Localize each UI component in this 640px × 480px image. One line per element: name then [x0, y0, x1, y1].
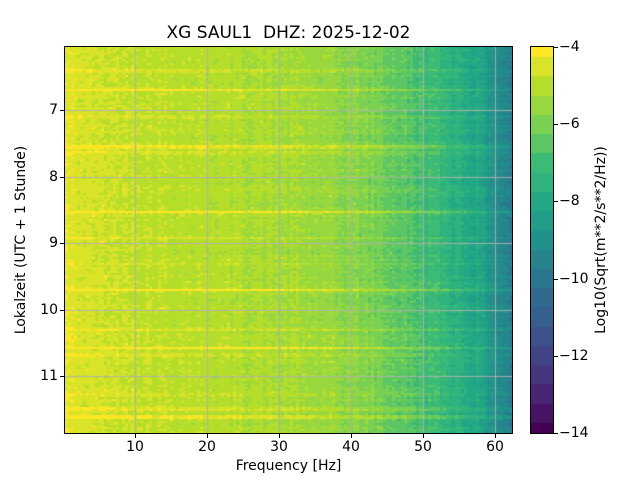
colorbar-tick-label: −8	[559, 193, 580, 209]
x-tick-mark	[207, 434, 208, 438]
x-tick-label: 40	[342, 439, 360, 455]
colorbar-tick-label: −4	[559, 39, 580, 55]
colorbar-tick-mark	[554, 356, 558, 357]
colorbar-tick-label: −14	[559, 425, 589, 441]
x-tick-mark	[495, 434, 496, 438]
y-tick-mark	[60, 177, 64, 178]
x-tick-mark	[279, 434, 280, 438]
plot-frame	[64, 46, 513, 434]
y-axis-label: Lokalzeit (UTC + 1 Stunde)	[13, 145, 29, 335]
x-axis-label: Frequency [Hz]	[235, 458, 342, 474]
x-tick-label: 30	[270, 439, 288, 455]
y-tick-label: 9	[49, 235, 58, 251]
colorbar-tick-label: −10	[559, 271, 589, 287]
x-tick-label: 60	[486, 439, 504, 455]
colorbar-gradient	[531, 47, 553, 433]
colorbar-tick-mark	[554, 279, 558, 280]
spectrogram-heatmap	[65, 47, 512, 433]
y-tick-mark	[60, 110, 64, 111]
y-tick-mark	[60, 310, 64, 311]
colorbar-tick-label: −12	[559, 348, 589, 364]
x-tick-label: 10	[126, 439, 144, 455]
colorbar-axis-label: Log10(Sqrt(m**2/s**2/Hz))	[593, 146, 609, 334]
y-tick-label: 10	[40, 302, 58, 318]
colorbar-tick-mark	[554, 201, 558, 202]
x-tick-label: 20	[198, 439, 216, 455]
y-tick-mark	[60, 376, 64, 377]
x-tick-mark	[351, 434, 352, 438]
x-tick-label: 50	[414, 439, 432, 455]
y-tick-mark	[60, 243, 64, 244]
colorbar-frame	[530, 46, 554, 434]
colorbar-tick-mark	[554, 124, 558, 125]
colorbar-tick-mark	[554, 47, 558, 48]
x-tick-mark	[135, 434, 136, 438]
chart-title: XG SAUL1 DHZ: 2025-12-02	[166, 23, 411, 43]
y-tick-label: 11	[40, 368, 58, 384]
y-tick-label: 7	[49, 102, 58, 118]
colorbar-tick-label: −6	[559, 116, 580, 132]
y-tick-label: 8	[49, 169, 58, 185]
colorbar-tick-mark	[554, 433, 558, 434]
x-tick-mark	[423, 434, 424, 438]
